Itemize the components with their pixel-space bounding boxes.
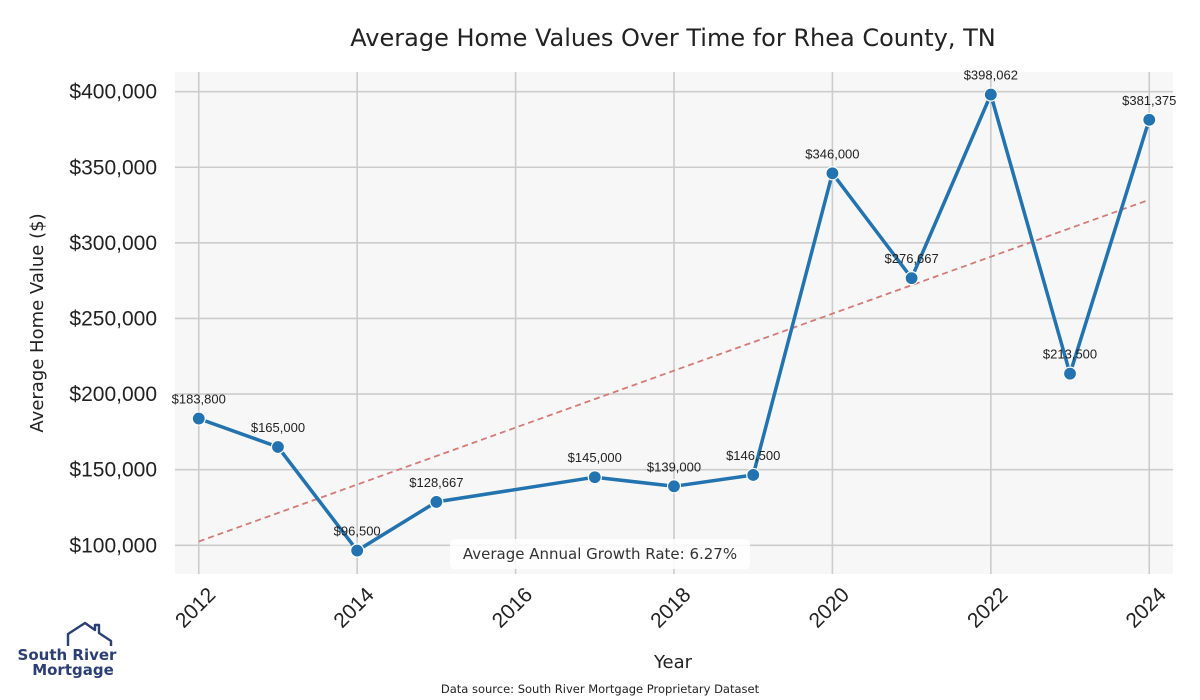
data-point — [350, 543, 365, 558]
data-label: $96,500 — [334, 524, 381, 539]
x-tick-label: 2020 — [805, 583, 854, 632]
y-tick-label: $400,000 — [69, 81, 157, 104]
y-tick-label: $150,000 — [69, 459, 157, 482]
data-point — [191, 411, 206, 426]
data-point — [270, 439, 286, 455]
data-point — [983, 87, 998, 102]
data-label: $128,667 — [409, 475, 463, 490]
data-point — [825, 166, 840, 181]
data-label: $139,000 — [647, 459, 701, 474]
y-tick-label: $100,000 — [69, 534, 157, 557]
logo-line-1: South River — [18, 646, 118, 664]
data-label: $145,000 — [568, 450, 622, 465]
data-source-note: Data source: South River Mortgage Propri… — [441, 682, 760, 696]
x-tick-label: 2024 — [1121, 583, 1171, 633]
data-label: $146,500 — [726, 448, 780, 463]
data-label: $165,000 — [251, 420, 305, 435]
y-tick-label: $300,000 — [69, 232, 157, 255]
x-axis-label: Year — [653, 652, 693, 673]
x-tick-label: 2014 — [329, 583, 379, 633]
data-label: $183,800 — [172, 392, 226, 407]
data-label-layer: $183,800 $165,000 $96,500 $128,667 $145,000 $… — [172, 68, 1177, 539]
x-tick-label: 2018 — [646, 583, 695, 632]
data-point — [666, 479, 682, 494]
series-layer — [191, 87, 1157, 558]
x-tick-label: 2022 — [963, 583, 1012, 632]
data-point — [429, 494, 444, 510]
y-axis-label: Average Home Value ($) — [27, 213, 48, 432]
data-point — [587, 470, 602, 485]
data-label: $398,062 — [964, 68, 1018, 83]
house-icon — [66, 621, 113, 646]
data-label: $276,667 — [885, 251, 939, 266]
data-label: $381,375 — [1122, 93, 1176, 108]
company-logo: South River Mortgage — [18, 621, 118, 679]
y-tick-label: $250,000 — [69, 307, 157, 330]
trend-layer — [198, 198, 1150, 543]
data-point — [1062, 366, 1078, 381]
logo-line-2: Mortgage — [32, 661, 114, 679]
chart-title: Average Home Values Over Time for Rhea C… — [350, 24, 995, 52]
y-tick-label: $200,000 — [69, 383, 157, 406]
growth-annotation: Average Annual Growth Rate: 6.27% — [450, 539, 750, 569]
data-label: $346,000 — [805, 146, 859, 161]
series-line — [198, 92, 1151, 553]
y-tick-label: $350,000 — [69, 156, 157, 179]
growth-rate-text: Average Annual Growth Rate: 6.27% — [463, 545, 737, 563]
x-tick-label: 2016 — [488, 583, 537, 632]
growth-annotation-box — [450, 539, 750, 569]
data-point — [1142, 112, 1157, 127]
x-tick-label: 2012 — [171, 583, 220, 632]
data-point — [746, 467, 761, 483]
data-point — [904, 271, 919, 286]
data-label: $213,500 — [1043, 347, 1097, 362]
trend-line — [198, 198, 1150, 543]
